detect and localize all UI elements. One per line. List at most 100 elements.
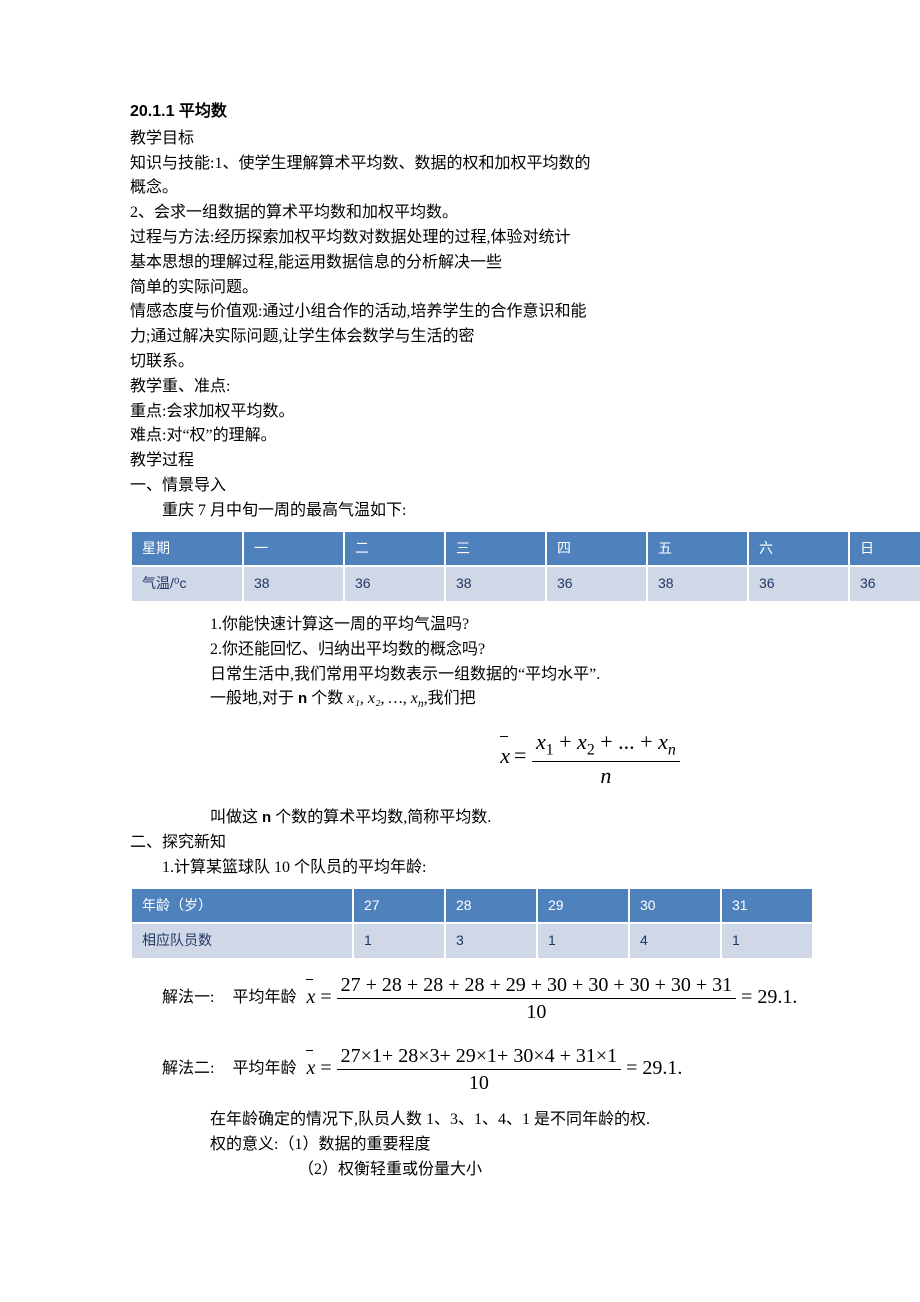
x-bar: x [306, 980, 315, 1013]
body-text: 在年龄确定的情况下,队员人数 1、3、1、4、1 是不同年龄的权. [130, 1108, 920, 1133]
heading-objectives: 教学目标 [130, 127, 920, 152]
table-header-cell: 三 [445, 531, 546, 567]
table-header-cell: 六 [748, 531, 849, 567]
table-cell: 38 [445, 566, 546, 602]
x-bar: x [306, 1051, 315, 1084]
denominator: n [532, 762, 680, 788]
question-1: 1.你能快速计算这一周的平均气温吗? [130, 613, 920, 638]
solution-1: 解法一: 平均年龄 x = 27 + 28 + 28 + 28 + 29 + 3… [130, 974, 920, 1023]
numerator: 27 + 28 + 28 + 28 + 29 + 30 + 30 + 30 + … [337, 974, 737, 999]
heading-process: 教学过程 [130, 449, 920, 474]
text-span: 叫做这 [210, 809, 262, 826]
table-cell: 38 [647, 566, 748, 602]
solution-label: 解法二: [130, 1057, 214, 1082]
body-text: 切联系。 [130, 350, 920, 375]
table-header-cell: 年龄（岁） [131, 888, 353, 924]
math-expr: x = 27 + 28 + 28 + 28 + 29 + 30 + 30 + 3… [306, 974, 797, 1023]
table-cell: 36 [344, 566, 445, 602]
denominator: 10 [337, 1070, 622, 1094]
fraction: x1 + x2 + ... + xn n [532, 730, 680, 788]
heading-keypoints: 教学重、准点: [130, 375, 920, 400]
denominator: 10 [337, 999, 737, 1023]
body-text: 重庆 7 月中旬一周的最高气温如下: [130, 499, 920, 524]
table-header-cell: 星期 [131, 531, 243, 567]
text-span: ,我们把 [424, 690, 476, 707]
body-text: 日常生活中,我们常用平均数表示一组数据的“平均水平”. [130, 663, 920, 688]
table-header-cell: 30 [629, 888, 721, 924]
table-cell: 1 [353, 923, 445, 959]
body-text: 力;通过解决实际问题,让学生体会数学与生活的密 [130, 325, 920, 350]
var-n: n [298, 690, 307, 707]
text-span: 个数 [307, 690, 347, 707]
table-header-row: 年龄（岁） 27 28 29 30 31 [131, 888, 813, 924]
table-cell: 36 [748, 566, 849, 602]
body-text: 2、会求一组数据的算术平均数和加权平均数。 [130, 201, 920, 226]
var-n: n [262, 809, 271, 826]
body-text: 简单的实际问题。 [130, 276, 920, 301]
question-2: 2.你还能回忆、归纳出平均数的概念吗? [130, 638, 920, 663]
plus: + [554, 729, 577, 754]
subscript-n: n [668, 742, 676, 759]
subscript: 1 [546, 742, 554, 759]
numerator: x1 + x2 + ... + xn [532, 730, 680, 762]
table-header-cell: 五 [647, 531, 748, 567]
solution-label: 解法一: [130, 986, 214, 1011]
table-header-cell: 29 [537, 888, 629, 924]
solution-lead: 平均年龄 [232, 986, 296, 1011]
table-header-cell: 日 [849, 531, 920, 567]
result: = 29.1. [626, 1057, 682, 1079]
table-header-cell: 28 [445, 888, 537, 924]
table-row: 相应队员数 1 3 1 4 1 [131, 923, 813, 959]
table-header-cell: 27 [353, 888, 445, 924]
text-span: 个数的算术平均数,简称平均数. [271, 809, 491, 826]
body-text: 知识与技能:1、使学生理解算术平均数、数据的权和加权平均数的 [130, 152, 920, 177]
table-cell: 3 [445, 923, 537, 959]
table-cell: 38 [243, 566, 344, 602]
body-text: 1.计算某篮球队 10 个队员的平均年龄: [130, 856, 920, 881]
section-1-heading: 一、情景导入 [130, 474, 920, 499]
table-cell: 36 [849, 566, 920, 602]
body-text: 过程与方法:经历探索加权平均数对数据处理的过程,体验对统计 [130, 226, 920, 251]
var-x: x [577, 729, 587, 754]
age-table: 年龄（岁） 27 28 29 30 31 相应队员数 1 3 1 4 1 [130, 887, 814, 960]
mean-formula: x = x1 + x2 + ... + xn n [130, 730, 920, 788]
math-expr: x = 27×1+ 28×3+ 29×1+ 30×4 + 31×1 10 = 2… [306, 1045, 682, 1094]
equals: = [514, 743, 532, 768]
body-text: 权的意义:（1）数据的重要程度 [130, 1133, 920, 1158]
table-cell: 36 [546, 566, 647, 602]
equals: = [320, 986, 336, 1008]
table-cell: 相应队员数 [131, 923, 353, 959]
table-row: 气温/⁰c 38 36 38 36 38 36 36 [131, 566, 920, 602]
page-title: 20.1.1 平均数 [130, 100, 920, 125]
body-text: 重点:会求加权平均数。 [130, 400, 920, 425]
fraction: 27×1+ 28×3+ 29×1+ 30×4 + 31×1 10 [337, 1045, 622, 1094]
table-header-cell: 四 [546, 531, 647, 567]
section-2-heading: 二、探究新知 [130, 831, 920, 856]
table-header-row: 星期 一 二 三 四 五 六 日 [131, 531, 920, 567]
table-cell: 气温/⁰c [131, 566, 243, 602]
solution-2: 解法二: 平均年龄 x = 27×1+ 28×3+ 29×1+ 30×4 + 3… [130, 1045, 920, 1094]
var-x: x [658, 729, 668, 754]
body-text: 概念。 [130, 176, 920, 201]
body-text: 叫做这 n 个数的算术平均数,简称平均数. [130, 806, 920, 831]
subscript: 2 [587, 742, 595, 759]
body-text: 难点:对“权”的理解。 [130, 424, 920, 449]
solution-lead: 平均年龄 [232, 1057, 296, 1082]
text-span: 一般地,对于 [210, 690, 298, 707]
temperature-table: 星期 一 二 三 四 五 六 日 气温/⁰c 38 36 38 36 38 36… [130, 530, 920, 603]
table-cell: 4 [629, 923, 721, 959]
table-header-cell: 31 [721, 888, 813, 924]
table-cell: 1 [537, 923, 629, 959]
equals: = [320, 1057, 336, 1079]
body-text: 基本思想的理解过程,能运用数据信息的分析解决一些 [130, 251, 920, 276]
fraction: 27 + 28 + 28 + 28 + 29 + 30 + 30 + 30 + … [337, 974, 737, 1023]
table-cell: 1 [721, 923, 813, 959]
x-bar: x [500, 737, 510, 773]
body-text: （2）权衡轻重或份量大小 [130, 1158, 920, 1183]
dots: + ... + [595, 729, 658, 754]
table-header-cell: 一 [243, 531, 344, 567]
body-text: 一般地,对于 n 个数 x₁, x₂, …, xn,我们把 [130, 687, 920, 714]
var-x-list: x₁, x₂, …, x [347, 690, 418, 707]
var-x: x [536, 729, 546, 754]
numerator: 27×1+ 28×3+ 29×1+ 30×4 + 31×1 [337, 1045, 622, 1070]
